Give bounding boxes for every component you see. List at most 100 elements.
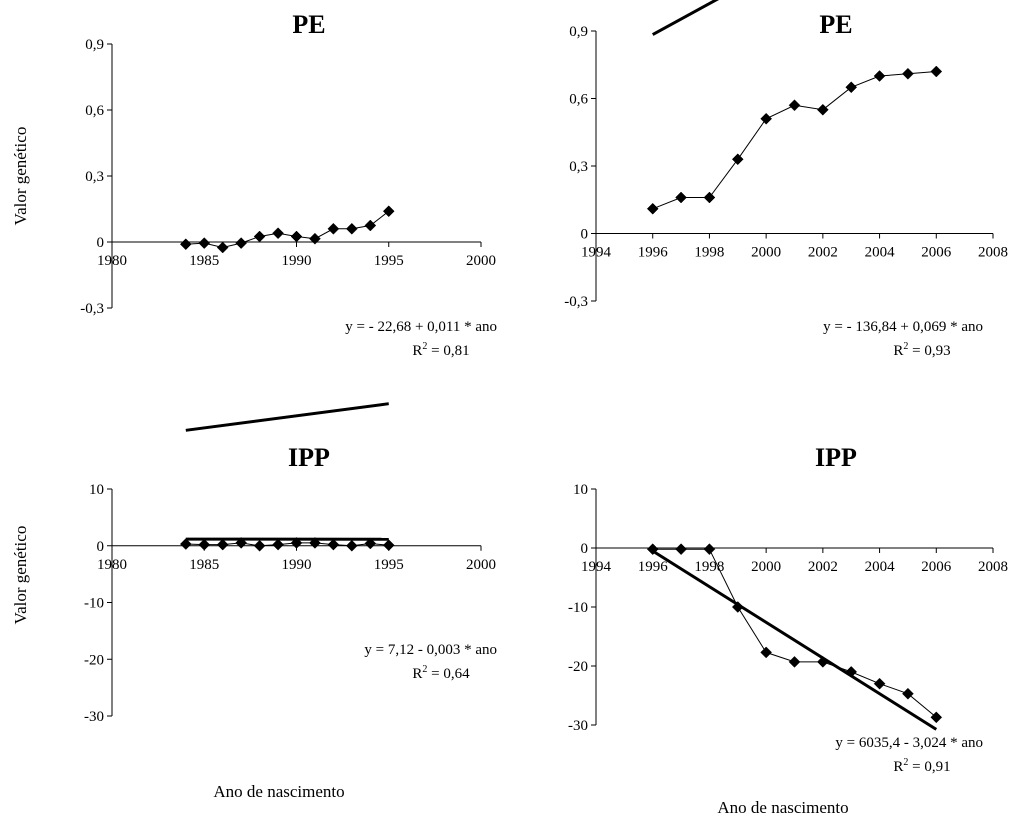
r-squared: R2 = 0,91 — [893, 757, 950, 775]
y-tick-label: 10 — [573, 482, 588, 498]
data-point — [788, 99, 801, 112]
data-point — [179, 238, 192, 251]
x-tick-label: 2000 — [751, 559, 781, 575]
series-line — [652, 71, 937, 210]
y-tick-label: -10 — [84, 596, 104, 612]
x-tick-label: 2000 — [466, 253, 496, 269]
x-tick-label: 2000 — [751, 245, 781, 261]
y-tick-label: 10 — [89, 482, 104, 498]
x-axis-label-left: Ano de nascimento — [213, 782, 344, 801]
data-point — [646, 543, 659, 556]
y-tick-label: 0,3 — [569, 159, 588, 175]
trend-line — [651, 0, 720, 36]
data-point — [675, 543, 687, 556]
data-point — [179, 538, 192, 550]
regression-equation: y = - 136,84 + 0,069 * ano — [823, 319, 983, 335]
chart-pe-left: PE -0,3 0 0,3 0,6 0,9 1980 1985 1990 1995 2000 y = … — [80, 10, 497, 432]
data-point — [198, 237, 211, 249]
y-tick-label: 0 — [581, 541, 589, 557]
x-tick-label: 1990 — [282, 253, 312, 269]
y-tick-label: -0,3 — [564, 294, 588, 310]
data-point — [902, 67, 914, 80]
y-tick-label: -20 — [568, 659, 588, 675]
data-point — [930, 711, 943, 724]
y-tick-label: -30 — [84, 709, 104, 725]
data-point — [216, 241, 229, 254]
x-tick-label: 1998 — [694, 559, 724, 575]
data-point — [845, 666, 858, 678]
data-point — [235, 237, 248, 249]
data-point — [382, 205, 395, 218]
data-point — [646, 202, 659, 215]
data-point — [703, 191, 716, 204]
x-tick-label: 1985 — [189, 557, 219, 573]
x-tick-label: 2000 — [466, 557, 496, 573]
y-tick-label: 0 — [581, 227, 589, 243]
data-point — [309, 232, 321, 245]
data-point — [364, 537, 377, 550]
chart-title: PE — [819, 10, 852, 39]
x-tick-label: 1998 — [694, 245, 724, 261]
y-tick-label: -30 — [568, 718, 588, 734]
data-point — [364, 219, 377, 232]
trend-line — [185, 402, 389, 432]
data-point — [272, 227, 284, 240]
x-tick-label: 2004 — [865, 559, 896, 575]
data-point — [731, 601, 744, 613]
x-tick-label: 1995 — [374, 253, 404, 269]
data-point — [902, 687, 914, 700]
y-tick-label: 0,6 — [85, 103, 104, 119]
data-point — [873, 677, 886, 690]
chart-title: IPP — [288, 443, 330, 472]
r-squared: R2 = 0,64 — [412, 664, 470, 682]
data-point — [198, 538, 211, 551]
y-axis-label-bottom: Valor genético — [11, 526, 30, 625]
data-point — [817, 656, 829, 668]
data-point — [788, 656, 801, 668]
x-tick-label: 1996 — [638, 245, 669, 261]
y-tick-label: 0,3 — [85, 169, 104, 185]
r-squared: R2 = 0,81 — [412, 341, 469, 359]
x-axis-label-right: Ano de nascimento — [717, 798, 848, 817]
x-tick-label: 1994 — [581, 245, 612, 261]
data-point — [216, 538, 229, 551]
data-point — [817, 103, 829, 116]
data-point — [760, 646, 772, 659]
y-tick-label: 0,6 — [569, 92, 588, 108]
r-squared: R2 = 0,93 — [893, 341, 950, 359]
data-point — [345, 539, 358, 552]
data-point — [327, 538, 340, 551]
x-tick-label: 1996 — [638, 559, 669, 575]
x-tick-label: 1995 — [374, 557, 404, 573]
y-tick-label: 0 — [97, 539, 105, 555]
x-tick-label: 2008 — [978, 559, 1008, 575]
data-point — [873, 70, 886, 82]
data-point — [253, 539, 266, 552]
data-point — [930, 65, 943, 78]
data-point — [382, 539, 395, 552]
trend-line — [651, 549, 938, 731]
regression-equation: y = 7,12 - 0,003 * ano — [364, 642, 497, 658]
x-tick-label: 1994 — [581, 559, 612, 575]
data-point — [290, 230, 303, 243]
x-tick-label: 1980 — [97, 253, 127, 269]
chart-pe-right: PE -0,3 0 0,3 0,6 0,9 1994 1996 1998 2000 2002 2004… — [564, 0, 1008, 359]
x-tick-label: 2004 — [865, 245, 896, 261]
data-point — [235, 537, 248, 549]
x-tick-label: 1985 — [189, 253, 219, 269]
y-tick-label: 0,9 — [85, 37, 104, 53]
data-point — [760, 112, 772, 125]
data-point — [345, 222, 358, 235]
chart-title: PE — [292, 10, 325, 39]
y-tick-label: 0,9 — [569, 24, 588, 40]
y-axis-label-top: Valor genético — [11, 127, 30, 226]
data-point — [290, 537, 303, 549]
y-tick-label: -20 — [84, 652, 104, 668]
data-point — [675, 191, 687, 204]
regression-equation: y = 6035,4 - 3,024 * ano — [835, 735, 983, 751]
regression-equation: y = - 22,68 + 0,011 * ano — [345, 319, 497, 335]
x-tick-label: 1980 — [97, 557, 127, 573]
x-tick-label: 2008 — [978, 245, 1008, 261]
data-point — [703, 543, 716, 556]
